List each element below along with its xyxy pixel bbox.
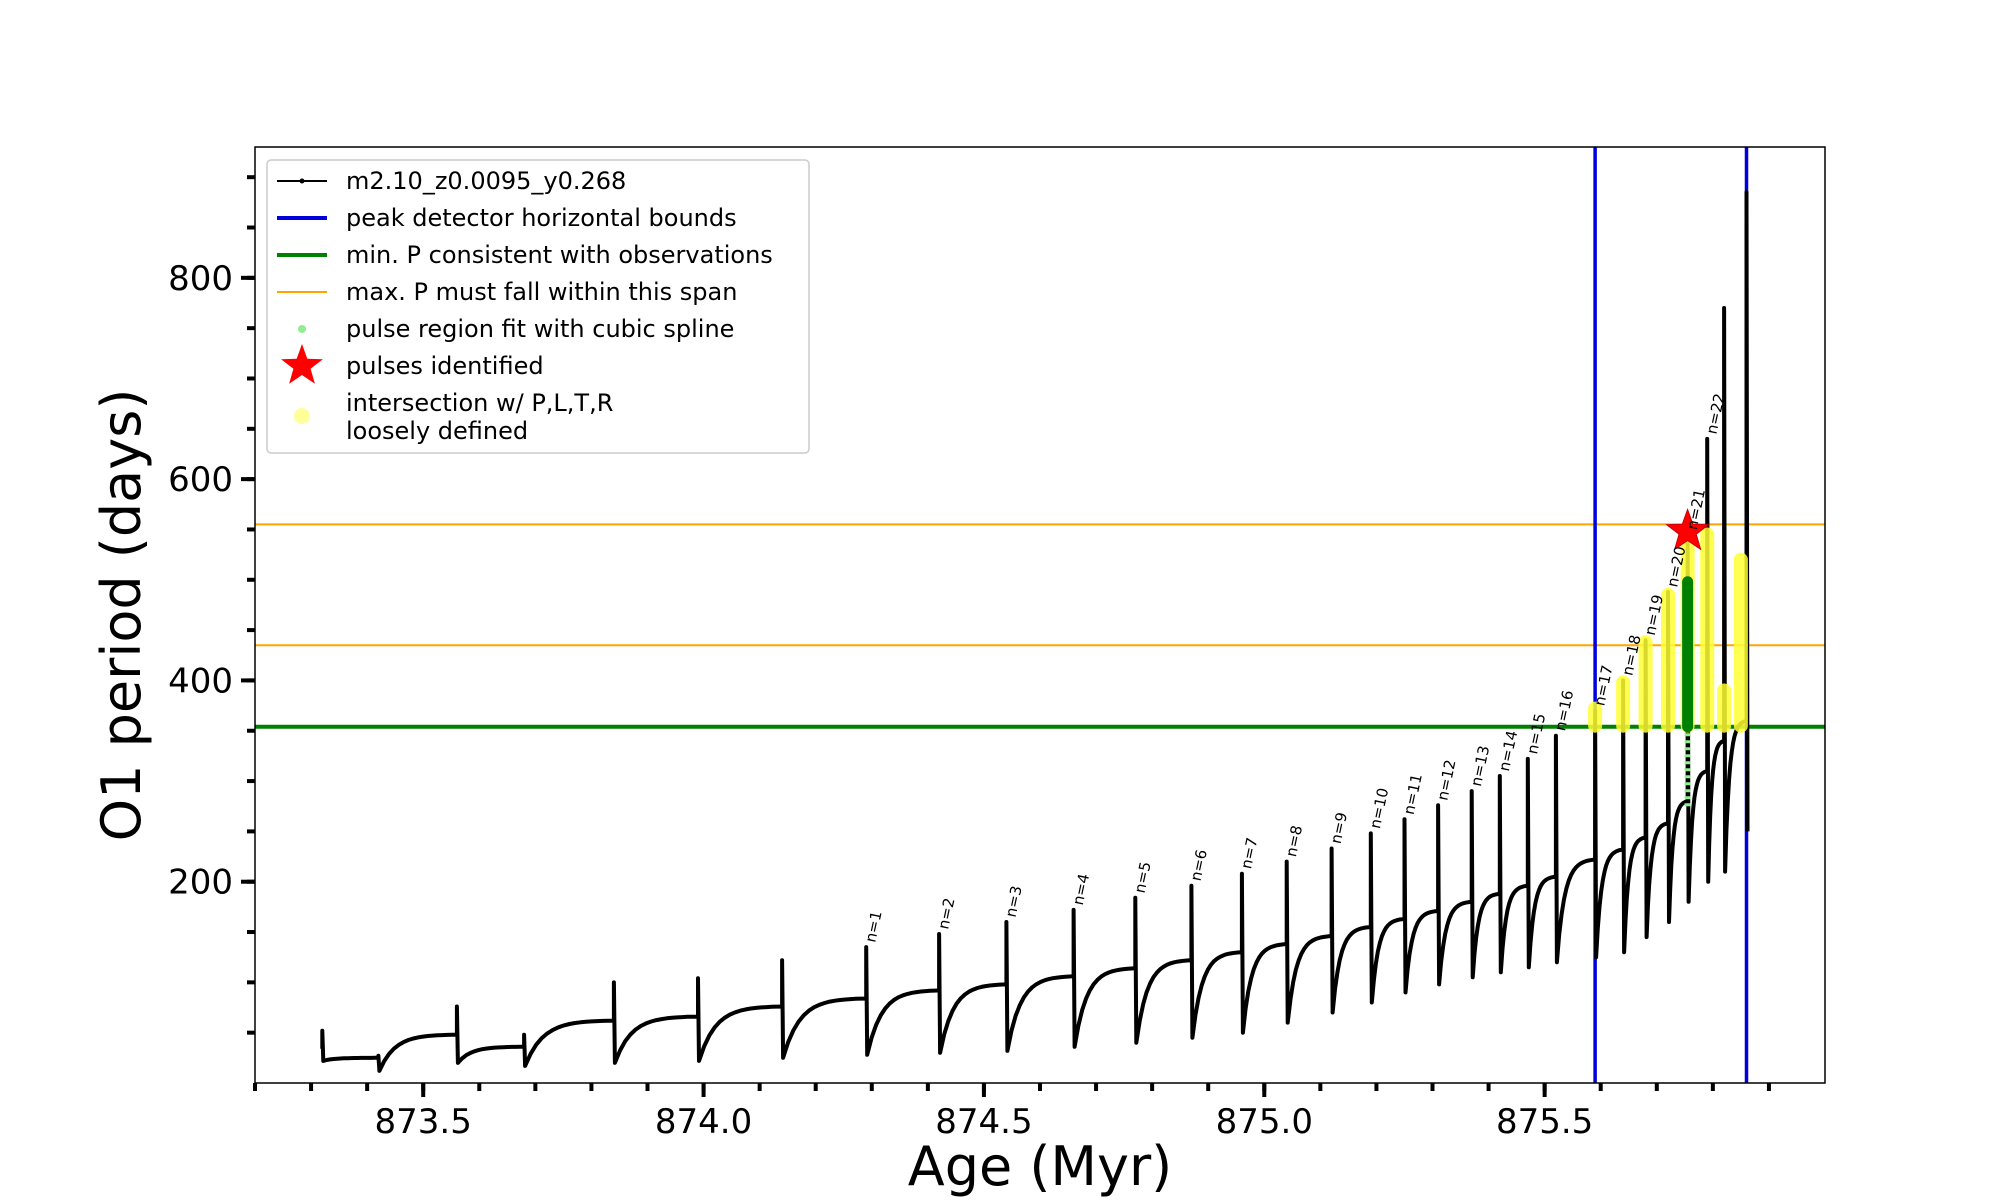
series-curve — [320, 190, 1750, 1073]
x-tick-label: 874.0 — [655, 1102, 752, 1142]
pulse-label: n=2 — [934, 896, 958, 931]
legend-label: max. P must fall within this span — [346, 278, 737, 306]
pulse-label: n=14 — [1495, 729, 1521, 773]
pulse-label: n=5 — [1131, 860, 1155, 895]
axis-ticks: 873.5 874.0 874.5 875.0 875.5 200 400 600 800 — [168, 175, 1771, 1142]
legend-label: pulses identified — [346, 352, 544, 380]
period-curve — [320, 190, 1750, 1073]
pulse-label: n=1 — [861, 909, 885, 944]
y-tick-label: 600 — [168, 460, 233, 500]
x-tick-label: 875.0 — [1216, 1102, 1313, 1142]
pulse-label: n=13 — [1467, 744, 1493, 788]
pulse-label: n=7 — [1237, 836, 1261, 871]
legend-label: peak detector horizontal bounds — [346, 204, 737, 232]
legend-dot-swatch — [299, 178, 305, 184]
pulse-label: n=8 — [1282, 824, 1306, 859]
pulse-label: n=3 — [1002, 884, 1026, 919]
pulse-markers — [1588, 508, 1748, 807]
legend-dot-swatch — [294, 408, 310, 424]
x-tick-label: 873.5 — [375, 1102, 472, 1142]
legend-label-line2: loosely defined — [346, 417, 528, 445]
y-tick-label: 400 — [168, 661, 233, 701]
pulse-label: n=11 — [1400, 772, 1426, 816]
pulse-identified-star — [1665, 508, 1710, 551]
legend-label: pulse region fit with cubic spline — [346, 315, 734, 343]
pulse-label: n=4 — [1069, 872, 1093, 907]
pulse-labels: n=1 n=2 n=3 n=4 n=5 n=6 n=7 n=8 n=9 n=10 n=11 n=12 n… — [861, 392, 1728, 944]
pulse-label: n=6 — [1187, 848, 1211, 883]
legend-star-swatch — [281, 344, 323, 384]
y-axis-label: O1 period (days) — [90, 389, 153, 842]
pulse-label: n=10 — [1366, 786, 1392, 830]
y-tick-label: 800 — [168, 259, 233, 299]
legend-label: min. P consistent with observations — [346, 241, 773, 269]
x-tick-label: 874.5 — [935, 1102, 1032, 1142]
x-axis-label: Age (Myr) — [908, 1135, 1173, 1198]
pulse-label: n=9 — [1327, 811, 1351, 846]
pulse-label: n=15 — [1523, 712, 1549, 756]
legend-dot-swatch — [298, 325, 306, 333]
legend-box — [266, 159, 810, 454]
pulse-label: n=12 — [1433, 758, 1459, 802]
y-tick-label: 200 — [168, 863, 233, 903]
legend-label: intersection w/ P,L,T,R — [346, 389, 613, 417]
legend-label: m2.10_z0.0095_y0.268 — [346, 167, 626, 195]
x-tick-label: 875.5 — [1496, 1102, 1593, 1142]
